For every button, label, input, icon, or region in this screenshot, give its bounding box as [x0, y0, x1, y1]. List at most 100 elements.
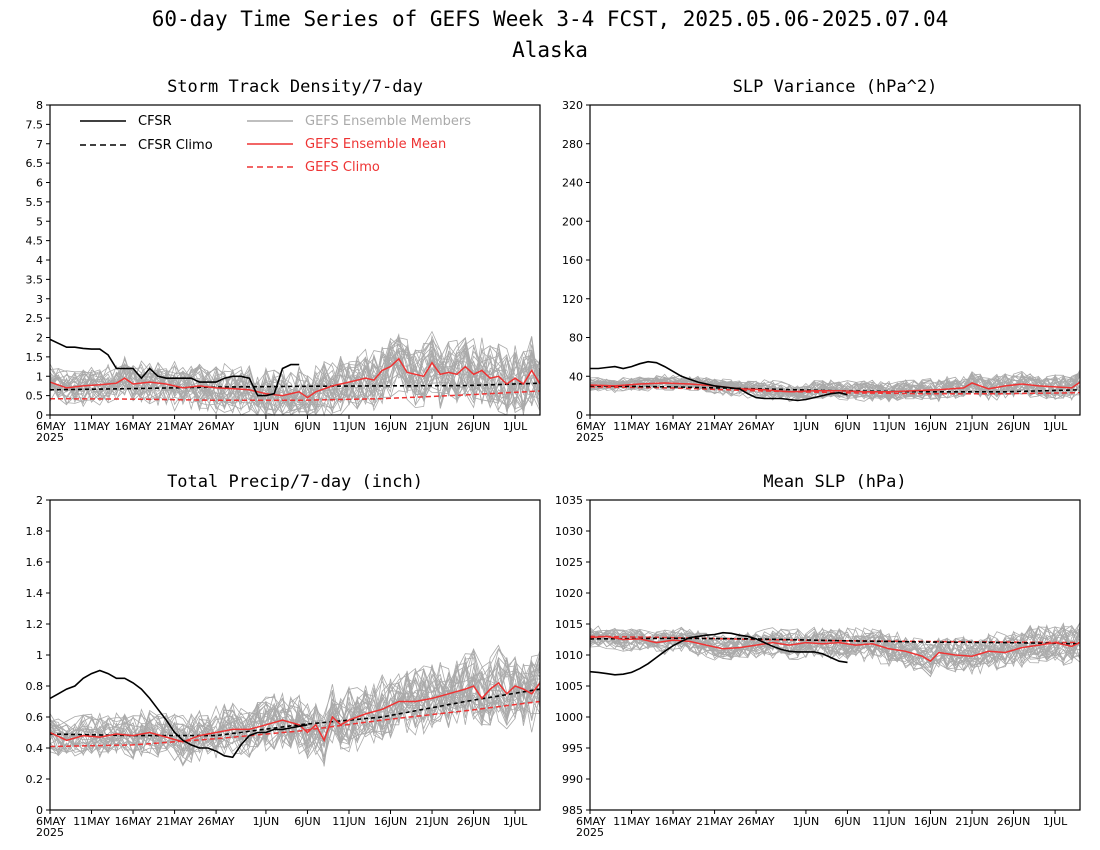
y-tick-label: 160: [562, 254, 583, 267]
x-tick-label: 16JUN: [374, 815, 408, 828]
cfsr-line: [49, 669, 308, 759]
x-tick-label: 21MAY: [696, 420, 733, 433]
x-tick-label: 26MAY: [738, 420, 775, 433]
ensemble-member-line: [49, 660, 541, 766]
y-tick-label: 2.5: [26, 312, 44, 325]
x-year-label: 2025: [36, 826, 64, 839]
x-tick-label: 26JUN: [457, 815, 491, 828]
ens-mean-line: [49, 357, 541, 399]
panel-mean-slp: Mean SLP (hPa) 985 990 995 1000 1005 1010 1015…: [555, 472, 1081, 839]
x-tick-label: 21JUN: [955, 815, 989, 828]
y-tick-label: 4.5: [26, 235, 44, 248]
y-tick-label: 4: [36, 254, 43, 267]
panel-title-total-precip: Total Precip/7-day (inch): [167, 472, 423, 492]
legend-cfsr-climo: CFSR Climo: [138, 138, 213, 153]
gefs-climo-line: [49, 700, 541, 748]
y-tick-label: 6.5: [26, 157, 44, 170]
y-tick-label: 40: [569, 370, 583, 383]
x-tick-label: 16JUN: [374, 420, 408, 433]
ensemble-member-line: [589, 629, 1081, 669]
y-tick-label: 1020: [555, 587, 583, 600]
ensemble-member-line: [49, 336, 541, 416]
x-tick-label: 6JUN: [834, 815, 861, 828]
y-tick-label: 7: [36, 138, 43, 151]
y-tick-label: 280: [562, 138, 583, 151]
x-tick-label: 11JUN: [872, 815, 906, 828]
x-tick-label: 6JUN: [294, 815, 321, 828]
cfsr-climo-line: [589, 385, 1081, 393]
y-tick-label: 5.5: [26, 196, 44, 209]
x-tick-label: 26MAY: [198, 420, 235, 433]
y-tick-label: 1.5: [26, 351, 44, 364]
gefs-climo-line: [589, 635, 1081, 644]
x-tick-label: 6MAY: [36, 815, 66, 828]
gefs-climo-line: [49, 390, 541, 402]
panel-title-storm-track: Storm Track Density/7-day: [167, 77, 423, 97]
x-tick-label: 16JUN: [914, 420, 948, 433]
ensemble-member-line: [49, 337, 541, 412]
y-tick-label: 0: [576, 409, 583, 422]
y-tick-label: 120: [562, 293, 583, 306]
x-year-label: 2025: [36, 431, 64, 444]
ensemble-member-line: [589, 376, 1081, 401]
x-tick-label: 1JUN: [253, 420, 280, 433]
y-tick-label: 0.5: [26, 390, 44, 403]
ensemble-member-line: [49, 659, 541, 759]
y-tick-label: 995: [562, 742, 583, 755]
y-tick-label: 6: [36, 177, 43, 190]
x-tick-label: 26MAY: [198, 815, 235, 828]
y-tick-label: 240: [562, 177, 583, 190]
ensemble-member-line: [49, 650, 541, 748]
y-tick-label: 320: [562, 99, 583, 112]
x-tick-label: 6JUN: [834, 420, 861, 433]
y-tick-label: 1.4: [26, 587, 44, 600]
ensemble-members: [49, 330, 541, 417]
x-tick-label: 21JUN: [415, 815, 449, 828]
y-tick-label: 0: [36, 804, 43, 817]
x-tick-label: 16MAY: [655, 420, 692, 433]
x-tick-label: 26MAY: [738, 815, 775, 828]
y-tick-label: 80: [569, 332, 583, 345]
x-tick-label: 1JUN: [793, 420, 820, 433]
ensemble-member-line: [589, 372, 1081, 401]
cfsr-line: [589, 631, 848, 676]
cfsr-climo-line: [49, 382, 541, 391]
x-year-label: 2025: [576, 826, 604, 839]
figure-region: Alaska: [512, 38, 588, 62]
ensemble-member-line: [49, 345, 541, 415]
y-tick-label: 2: [36, 494, 43, 507]
x-tick-label: 21JUN: [415, 420, 449, 433]
y-tick-label: 3: [36, 293, 43, 306]
ensemble-member-line: [589, 373, 1081, 402]
x-tick-label: 1JUN: [253, 815, 280, 828]
legend-cfsr: CFSR: [138, 114, 172, 129]
y-tick-label: 7.5: [26, 118, 44, 131]
x-tick-label: 11JUN: [332, 815, 366, 828]
y-tick-label: 1: [36, 370, 43, 383]
y-tick-label: 1035: [555, 494, 583, 507]
y-tick-label: 1015: [555, 618, 583, 631]
y-tick-label: 1030: [555, 525, 583, 538]
x-tick-label: 6MAY: [36, 420, 66, 433]
x-tick-label: 1JUL: [1043, 815, 1068, 828]
y-tick-label: 1.2: [26, 618, 44, 631]
ensemble-members: [589, 621, 1081, 678]
x-tick-label: 11MAY: [73, 815, 110, 828]
ensemble-member-line: [589, 629, 1081, 672]
x-tick-label: 11MAY: [613, 420, 650, 433]
y-tick-label: 8: [36, 99, 43, 112]
x-tick-label: 21MAY: [696, 815, 733, 828]
y-tick-label: 1010: [555, 649, 583, 662]
x-tick-label: 1JUL: [503, 815, 528, 828]
y-tick-label: 2: [36, 332, 43, 345]
ensemble-member-line: [49, 338, 541, 408]
panel-title-slp-variance: SLP Variance (hPa^2): [733, 77, 938, 97]
x-tick-label: 1JUL: [1043, 420, 1068, 433]
x-tick-label: 21MAY: [156, 420, 193, 433]
panel-title-mean-slp: Mean SLP (hPa): [763, 472, 906, 492]
plot-frame: [589, 104, 1081, 416]
legend: CFSR CFSR Climo GEFS Ensemble Members GE…: [80, 114, 471, 175]
x-tick-label: 21MAY: [156, 815, 193, 828]
x-tick-label: 11JUN: [332, 420, 366, 433]
